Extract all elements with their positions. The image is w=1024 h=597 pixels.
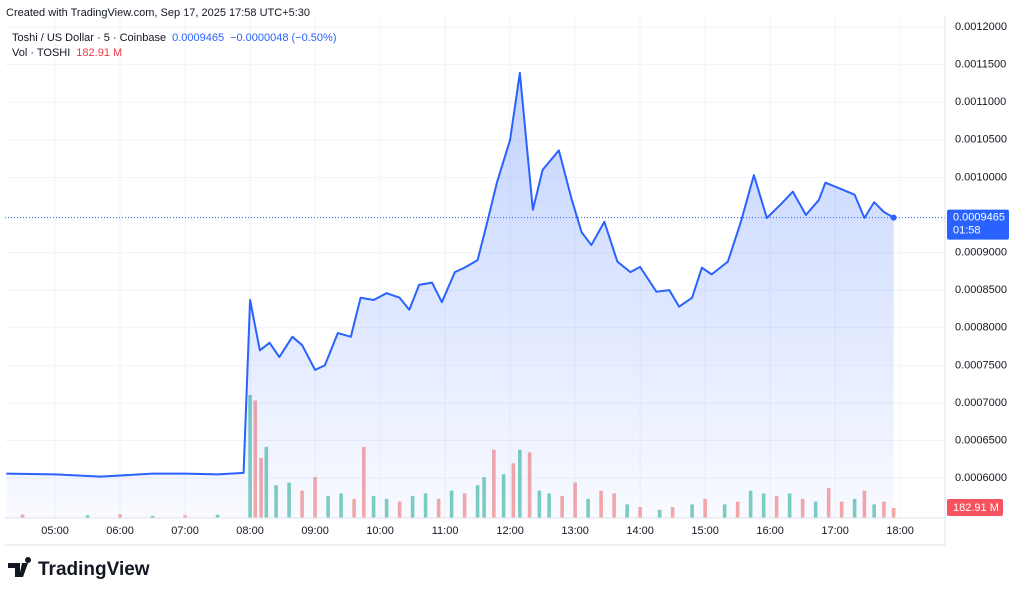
x-tick-label: 09:00 [301,525,329,537]
y-tick-label: 0.0006000 [955,472,1007,484]
y-tick-label: 0.0008000 [955,322,1007,334]
legend-price: 0.0009465 [172,32,224,44]
legend-volume: 182.91 M [76,47,122,59]
price-line [6,71,895,478]
y-tick-label: 0.0009000 [955,246,1007,258]
logo-text: TradingView [38,559,150,580]
x-tick-label: 13:00 [561,525,589,537]
x-tick-label: 06:00 [106,525,134,537]
watermark-header: Created with TradingView.com, Sep 17, 20… [6,7,310,19]
volume-legend: Vol · TOSHI 182.91 M [12,47,122,59]
countdown: 01:58 [953,225,981,237]
x-tick-label: 05:00 [41,525,69,537]
y-tick-label: 0.0010500 [955,134,1007,146]
volume-name: Vol · TOSHI [12,47,70,59]
y-tick-label: 0.0011000 [955,96,1006,108]
x-tick-label: 15:00 [691,525,719,537]
volume-label-box [947,498,1003,516]
y-tick-label: 0.0008500 [955,284,1007,296]
x-tick-label: 10:00 [366,525,394,537]
x-tick-label: 08:00 [236,525,264,537]
x-tick-label: 18:00 [886,525,914,537]
x-tick-label: 11:00 [432,525,459,537]
plot-area [5,15,945,518]
y-tick-label: 0.0007000 [955,397,1007,409]
y-tick-label: 0.0007500 [955,359,1007,371]
x-tick-label: 14:00 [626,525,654,537]
x-tick-label: 12:00 [496,525,524,537]
y-tick-label: 0.0012000 [955,21,1007,33]
symbol-title: Toshi / US Dollar · 5 · Coinbase 0.000946… [12,32,336,44]
x-tick-label: 07:00 [171,525,199,537]
volume-bar [891,507,896,518]
logo-icon [8,557,32,577]
y-tick-label: 0.0010000 [955,171,1007,183]
y-tick-label: 0.0006500 [955,434,1007,446]
symbol-name: Toshi / US Dollar · 5 · Coinbase [12,32,166,44]
area-fill [6,72,894,518]
legend-change: −0.0000048 (−0.50%) [230,32,336,44]
volume-label: 182.91 M [953,502,999,514]
last-price-label: 0.0009465 [953,212,1005,224]
logo: TradingView [8,557,150,580]
last-point [890,214,897,221]
y-tick-label: 0.0011500 [955,59,1006,71]
x-tick-label: 17:00 [821,525,849,537]
x-tick-label: 16:00 [756,525,784,537]
last-price-box [947,209,1009,240]
